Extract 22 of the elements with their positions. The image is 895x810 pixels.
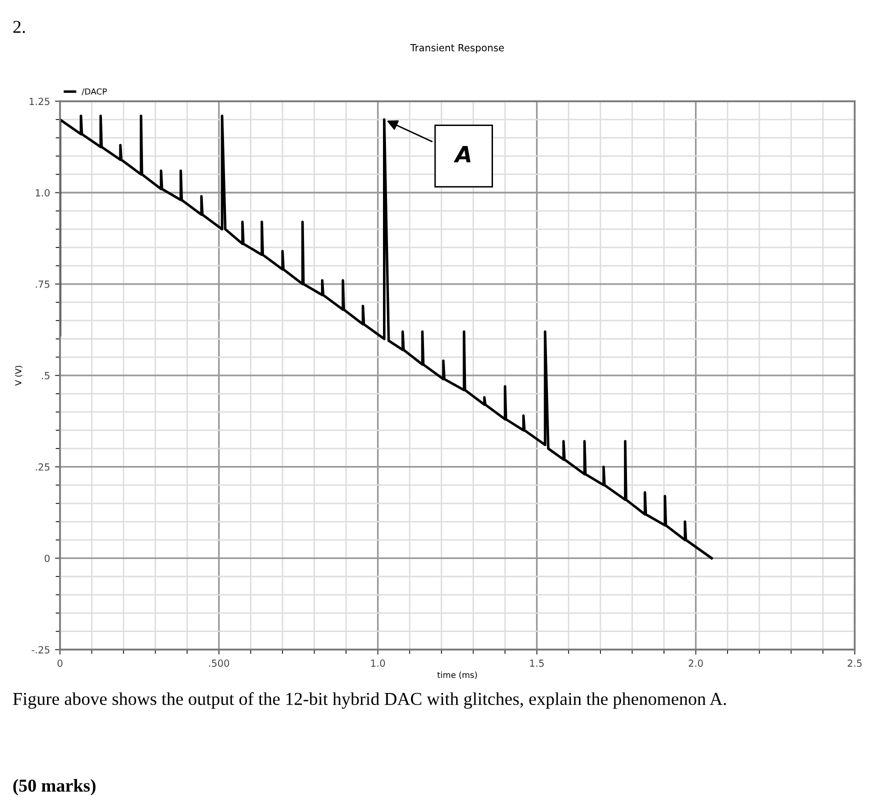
y-axis-title: V (V)	[14, 366, 22, 386]
annotation: A	[454, 146, 470, 162]
x-tick-label: 1.5	[530, 660, 544, 667]
x-tick-label: .500	[209, 660, 230, 667]
chart-title: Transient Response	[410, 44, 504, 54]
y-tick-label: 1.25	[30, 98, 50, 106]
text: Figure above shows the output of the 12-bit hybrid DAC with glitches, explain the phenomenon A.	[13, 692, 726, 709]
x-tick-label: 2.5	[848, 660, 862, 667]
y-tick-label: 1.0	[36, 189, 50, 196]
x-tick-label: 0	[58, 660, 62, 667]
y-tick-label: .75	[36, 280, 50, 288]
line-series	[60, 114, 713, 560]
y-tick-label: .25	[36, 463, 50, 471]
text: (50 marks)	[13, 779, 96, 796]
x-tick-label: 1.0	[371, 660, 385, 667]
x-tick-label: 2.0	[688, 660, 703, 667]
legend-label: /DACP	[82, 88, 107, 96]
y-tick-label: 0	[44, 554, 50, 562]
y-tick-label: .5	[42, 372, 50, 380]
x-axis-title: time (ms)	[437, 672, 477, 679]
y-tick-label: -.25	[32, 646, 50, 654]
text: 2.	[13, 20, 25, 34]
